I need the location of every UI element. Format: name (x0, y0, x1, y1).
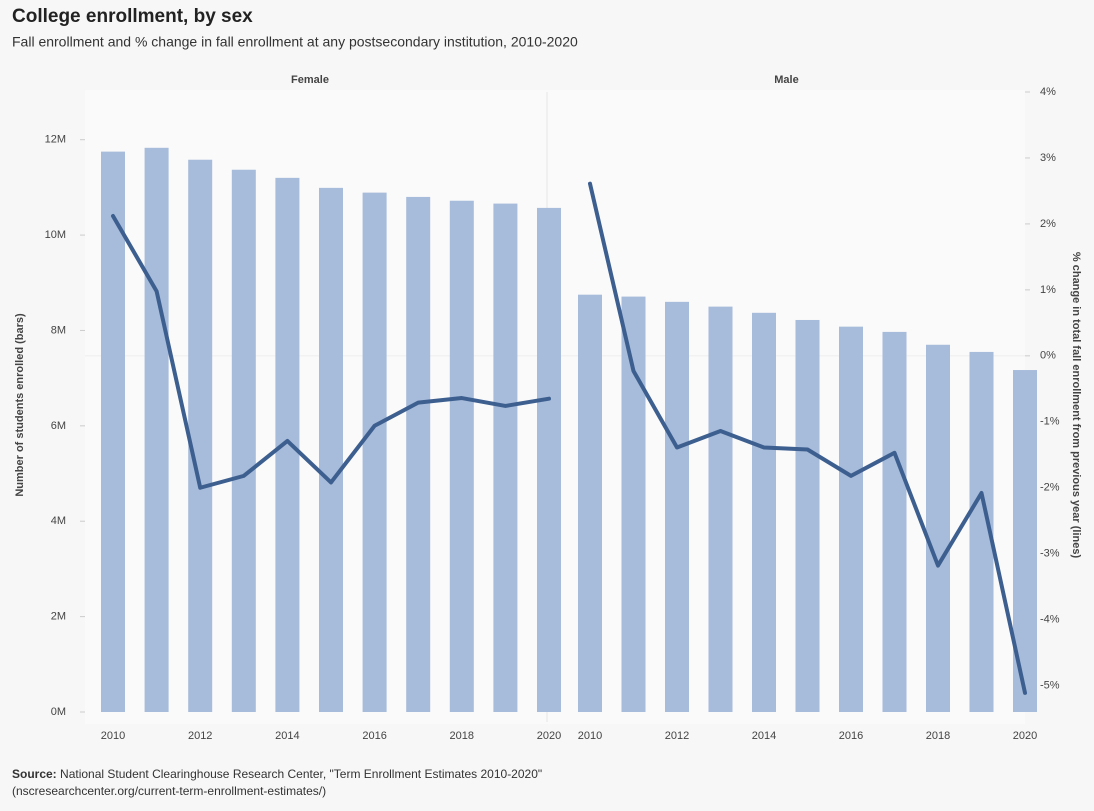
bar (101, 151, 125, 713)
change-line (588, 181, 1027, 695)
bar (839, 326, 863, 712)
bar (188, 159, 213, 712)
x-tick-label: 2018 (450, 730, 474, 742)
bar (406, 196, 431, 712)
y-tick-label: 0M (51, 706, 66, 718)
source-label: Source: (12, 767, 57, 781)
bar (665, 301, 689, 712)
y-tick-label: 12M (45, 134, 66, 146)
change-line (111, 214, 551, 490)
chart: College enrollment, by sex Fall enrollme… (12, 6, 1082, 742)
panel-title: Male (774, 74, 798, 86)
bar (319, 187, 343, 712)
x-tick-label: 2020 (537, 730, 561, 742)
y-tick-label: 2M (51, 611, 66, 623)
bar (537, 207, 561, 712)
bar (449, 200, 474, 712)
source-link: (nscresearchcenter.org/current-term-enro… (12, 784, 327, 798)
bar (362, 192, 387, 713)
y2-tick-label: 2% (1040, 218, 1056, 230)
x-tick-label: 2012 (665, 730, 689, 742)
chart-title: College enrollment, by sex (12, 6, 253, 27)
y2-tick-label: 3% (1040, 152, 1056, 164)
y2-tick-label: -5% (1040, 680, 1060, 692)
y-axis-title: Number of students enrolled (bars) (14, 313, 26, 497)
y2-tick-label: -4% (1040, 614, 1060, 626)
x-tick-label: 2018 (926, 730, 950, 742)
bar (882, 331, 907, 712)
bar (795, 319, 820, 712)
x-tick-label: 2016 (362, 730, 386, 742)
y2-tick-label: -2% (1040, 482, 1060, 494)
bar (144, 147, 169, 713)
x-tick-label: 2014 (275, 730, 299, 742)
y2-tick-label: -3% (1040, 548, 1060, 560)
x-tick-label: 2010 (101, 730, 125, 742)
bar (493, 203, 518, 712)
y-tick-label: 6M (51, 420, 66, 432)
x-tick-label: 2020 (1013, 730, 1037, 742)
bar (231, 169, 256, 712)
bar (752, 312, 776, 712)
chart-subtitle: Fall enrollment and % change in fall enr… (12, 34, 578, 50)
x-tick-label: 2010 (578, 730, 602, 742)
x-tick-label: 2016 (839, 730, 863, 742)
source-note: Source: National Student Clearinghouse R… (12, 766, 1072, 800)
bar (708, 306, 733, 712)
y-tick-label: 4M (51, 515, 66, 527)
bar (275, 177, 300, 712)
y2-tick-label: 4% (1040, 86, 1056, 98)
x-tick-label: 2012 (188, 730, 212, 742)
source-text: National Student Clearinghouse Research … (60, 767, 543, 781)
y-tick-label: 8M (51, 324, 66, 336)
y2-axis-title: % change in total fall enrollment from p… (1070, 252, 1082, 559)
panel-title: Female (291, 74, 329, 86)
y2-tick-label: 0% (1040, 350, 1056, 362)
x-tick-label: 2014 (752, 730, 776, 742)
bar (926, 344, 950, 712)
y2-tick-label: -1% (1040, 416, 1060, 428)
bar (621, 296, 646, 712)
y2-tick-label: 1% (1040, 284, 1056, 296)
bar (578, 294, 602, 712)
y-tick-label: 10M (45, 229, 66, 241)
